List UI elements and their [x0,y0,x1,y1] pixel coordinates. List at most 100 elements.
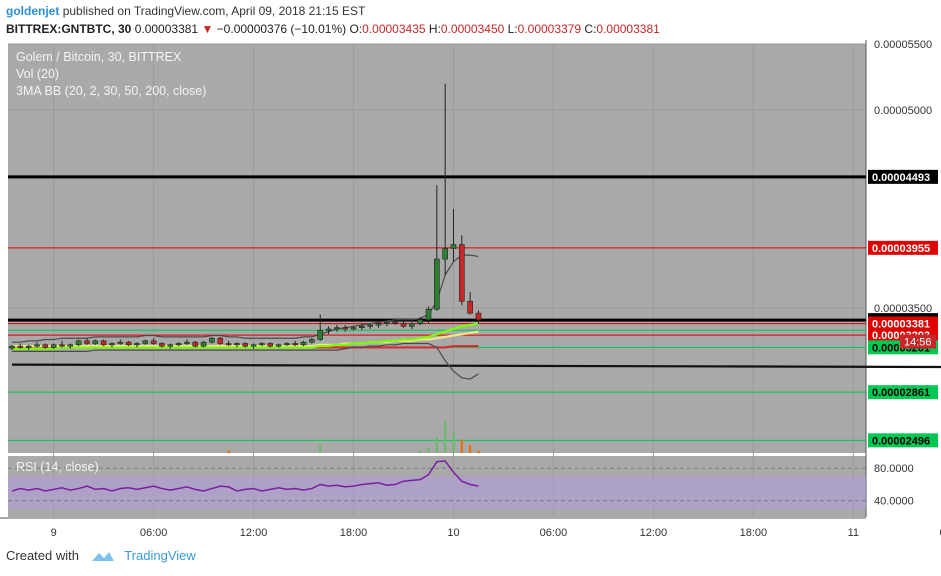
candle-body [42,344,49,348]
candle-body [442,248,448,260]
candle-body [359,326,365,328]
candle-body [150,340,157,344]
down-arrow-icon: ▼ [201,22,214,36]
candle-body [375,323,382,326]
candle-body [84,340,90,344]
candle-body [434,258,440,310]
x-tick-label: 06:00 [940,527,941,539]
bb-lower-line [12,342,479,380]
candle-body [100,340,107,346]
candle-body [300,341,307,346]
price-label-bg [868,169,938,184]
price-label-bg [868,433,938,448]
legend-entry: Vol (20) [16,67,59,81]
candle-body [234,343,240,346]
price-label: 0.00003955 [872,243,930,255]
price-label: 0.00003381 [872,319,930,331]
candle-body [317,329,324,340]
candle-body [59,344,65,347]
rsi-title: RSI (14, close) [16,460,99,474]
candle-body [467,300,473,314]
price-change: −0.00000376 (−10.01%) [216,22,347,36]
created-with-label: Created with [6,548,79,563]
price-chart[interactable]: 9 06:00 12:00 18:00 10 06:00 12:00 18:00 11 06:00… [0,40,941,540]
candle-body [184,341,190,344]
candle-body [309,339,315,343]
high-label: H: [428,22,441,36]
candle-body [275,344,282,347]
candle-body [34,344,40,347]
volume-bar [452,431,455,453]
x-tick-label: 10 [447,527,459,539]
volume-bar [427,447,430,453]
candle-body [325,328,332,331]
rsi-band [8,476,866,509]
candle-body [167,344,174,347]
legend-entry: 3MA BB (20, 2, 30, 50, 200, close) [16,84,206,98]
price-label: 0.00002496 [872,435,930,447]
x-tick-label: 12:00 [640,527,668,539]
y-tick-label: 0.00003500 [874,303,932,315]
candle-body [417,319,423,325]
candle-body [267,343,274,347]
tradingview-logo-icon [91,551,114,561]
candle-body [125,341,132,346]
candle-body [409,323,415,327]
volume-bar [477,450,480,453]
close-label: C: [584,22,597,36]
candle-body [159,343,165,347]
candle-body [217,337,224,344]
candle-body [50,344,57,348]
candle-body [9,345,15,349]
countdown-timer: 14:56 [904,337,932,349]
author-link[interactable]: goldenjet [6,4,60,18]
volume-bar [419,450,422,453]
candle-body [384,322,390,325]
candle-body [450,244,457,249]
price-scale-bg [866,40,941,540]
candle-body [350,327,357,330]
volume-bar [444,421,447,453]
x-tick-label: 11 [848,527,859,539]
tradingview-link[interactable]: TradingView [124,548,196,563]
candle-body [342,327,349,330]
rsi-line [11,460,479,492]
price-label-bg [868,240,938,255]
volume-bar [469,445,472,453]
candle-body [134,343,140,346]
price-label: 0.00002861 [872,387,930,399]
candle-body [75,340,82,346]
candle-body [475,312,482,321]
price-label-bg [868,385,938,400]
candle-body [67,344,74,347]
open-value: 0.00003435 [362,22,426,36]
x-tick-label: 06:00 [140,527,168,539]
candle-body [400,323,407,327]
candle-body [192,341,199,347]
footer: Created with TradingView [6,548,196,564]
candle-body [250,344,257,347]
candle-body [200,341,207,347]
published-text: published on TradingView.com, April 09, … [62,4,366,18]
rsi-level-label: 80.0000 [874,463,914,475]
x-tick-label: 9 [51,527,57,539]
trendline [11,363,941,369]
candle-body [175,343,182,346]
x-tick-label: 18:00 [340,527,368,539]
candle-body [209,337,215,343]
symbol-label: BITTREX:GNTBTC, 30 [6,22,132,36]
high-value: 0.00003450 [440,22,505,36]
price-label: 0.00004493 [872,172,930,184]
symbol-quote-line: BITTREX:GNTBTC, 30 0.00003381 ▼ −0.00000… [6,22,660,36]
candle-body [225,343,232,346]
candle-body [425,308,432,321]
candle-body [392,322,398,325]
x-tick-label: 06:00 [540,527,568,539]
candle-body [334,327,340,330]
candle-body [17,345,24,348]
candle-body [142,340,149,344]
candle-body [459,244,465,302]
x-tick-label: 18:00 [740,527,768,539]
price-label-bg [868,316,938,331]
low-label: L: [507,22,518,36]
